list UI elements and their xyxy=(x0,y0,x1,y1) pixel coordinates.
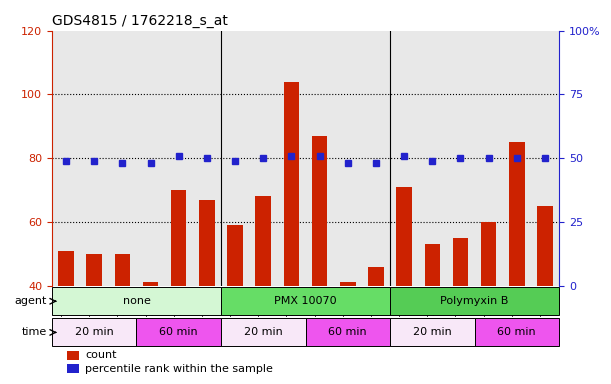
Bar xyxy=(418,31,447,286)
Bar xyxy=(249,31,277,286)
Text: 20 min: 20 min xyxy=(75,328,114,338)
Bar xyxy=(255,197,271,286)
Bar xyxy=(475,318,559,346)
Bar xyxy=(199,200,214,286)
Bar xyxy=(52,31,80,286)
Bar xyxy=(115,254,130,286)
Bar xyxy=(193,31,221,286)
Bar xyxy=(340,283,356,286)
Bar xyxy=(306,318,390,346)
Text: 20 min: 20 min xyxy=(244,328,283,338)
Text: 60 min: 60 min xyxy=(329,328,367,338)
Text: agent: agent xyxy=(15,296,47,306)
Bar xyxy=(453,238,468,286)
Bar xyxy=(390,31,418,286)
Text: 20 min: 20 min xyxy=(413,328,452,338)
Bar xyxy=(221,318,306,346)
Bar xyxy=(475,31,503,286)
Text: 60 min: 60 min xyxy=(159,328,198,338)
Bar xyxy=(221,287,390,315)
Bar xyxy=(136,318,221,346)
Text: Polymyxin B: Polymyxin B xyxy=(441,296,509,306)
Bar xyxy=(537,206,553,286)
Bar xyxy=(136,31,164,286)
Bar xyxy=(164,31,193,286)
Bar xyxy=(221,31,249,286)
Text: count: count xyxy=(85,350,117,360)
Bar xyxy=(284,82,299,286)
Bar xyxy=(481,222,496,286)
Bar xyxy=(227,225,243,286)
Bar xyxy=(86,254,102,286)
Bar xyxy=(531,31,559,286)
Bar xyxy=(368,266,384,286)
Text: 60 min: 60 min xyxy=(497,328,536,338)
Bar xyxy=(509,142,525,286)
Bar xyxy=(362,31,390,286)
Bar xyxy=(503,31,531,286)
Bar xyxy=(58,251,74,286)
Bar xyxy=(108,31,136,286)
Bar xyxy=(277,31,306,286)
Bar xyxy=(52,318,136,346)
Text: time: time xyxy=(21,328,47,338)
Text: none: none xyxy=(123,296,150,306)
Bar xyxy=(425,244,440,286)
Text: percentile rank within the sample: percentile rank within the sample xyxy=(85,364,273,374)
Bar xyxy=(306,31,334,286)
Bar xyxy=(334,31,362,286)
Bar xyxy=(390,318,475,346)
Bar xyxy=(52,287,221,315)
Bar xyxy=(171,190,186,286)
Bar xyxy=(80,31,108,286)
Text: GDS4815 / 1762218_s_at: GDS4815 / 1762218_s_at xyxy=(52,14,228,28)
Bar xyxy=(447,31,475,286)
Bar xyxy=(390,287,559,315)
Bar xyxy=(397,187,412,286)
Bar xyxy=(67,351,79,360)
Text: PMX 10070: PMX 10070 xyxy=(274,296,337,306)
Bar xyxy=(67,364,79,374)
Bar xyxy=(143,283,158,286)
Bar xyxy=(312,136,327,286)
